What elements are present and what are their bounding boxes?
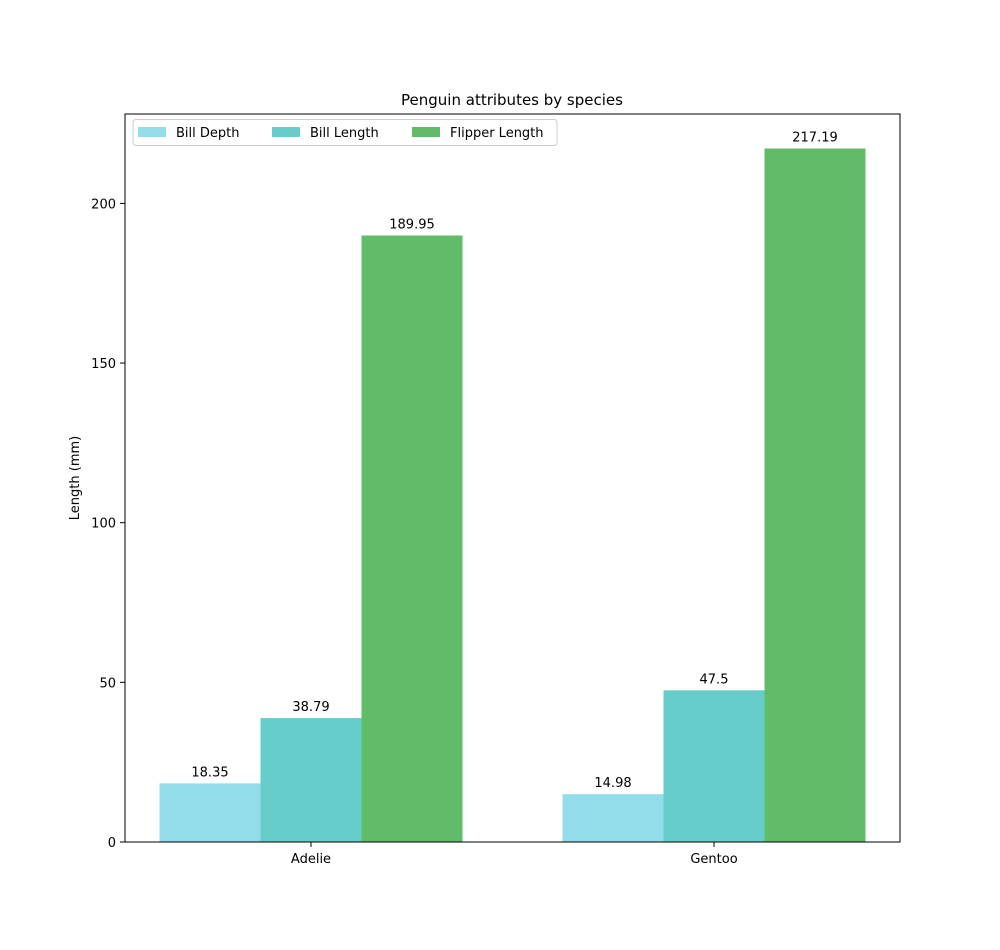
x-tick-label: Adelie xyxy=(291,852,331,867)
legend-swatch-bill-length xyxy=(272,127,300,137)
legend-label: Bill Length xyxy=(310,126,379,141)
y-tick-label: 150 xyxy=(91,357,116,372)
bar-adelie-flipper-length xyxy=(361,235,463,842)
y-tick-label: 0 xyxy=(108,836,116,851)
legend-swatch-flipper-length xyxy=(412,127,440,137)
y-tick-label: 100 xyxy=(91,517,116,532)
bar-value-label: 47.5 xyxy=(700,672,729,687)
legend-frame xyxy=(132,119,558,146)
legend: Bill Depth Bill Length Flipper Length xyxy=(132,119,558,146)
chart-title: Penguin attributes by species xyxy=(401,91,623,109)
y-tick-label: 200 xyxy=(91,197,116,212)
bar-value-labels: 18.35 38.79 189.95 14.98 47.5 217.19 xyxy=(191,131,837,792)
bar-value-label: 217.19 xyxy=(792,131,838,146)
legend-label: Flipper Length xyxy=(450,126,544,141)
bar-adelie-bill-length xyxy=(260,718,362,842)
bar-gentoo-bill-depth xyxy=(562,794,664,842)
bar-adelie-bill-depth xyxy=(159,783,261,842)
y-axis: 0 50 100 150 200 xyxy=(91,197,125,851)
x-axis: Adelie Gentoo xyxy=(291,842,738,867)
y-axis-label: Length (mm) xyxy=(68,436,83,520)
y-tick-label: 50 xyxy=(99,676,116,691)
bar-value-label: 189.95 xyxy=(389,218,435,233)
plot-area-frame xyxy=(124,113,901,843)
bar-gentoo-bill-length xyxy=(663,690,765,842)
legend-label: Bill Depth xyxy=(176,126,239,141)
bar-value-label: 38.79 xyxy=(292,700,329,715)
bar-value-label: 18.35 xyxy=(191,765,228,780)
x-tick-label: Gentoo xyxy=(690,852,737,867)
bar-gentoo-flipper-length xyxy=(764,148,866,842)
bars-group xyxy=(159,148,866,842)
legend-swatch-bill-depth xyxy=(138,127,166,137)
bar-value-label: 14.98 xyxy=(594,776,631,791)
